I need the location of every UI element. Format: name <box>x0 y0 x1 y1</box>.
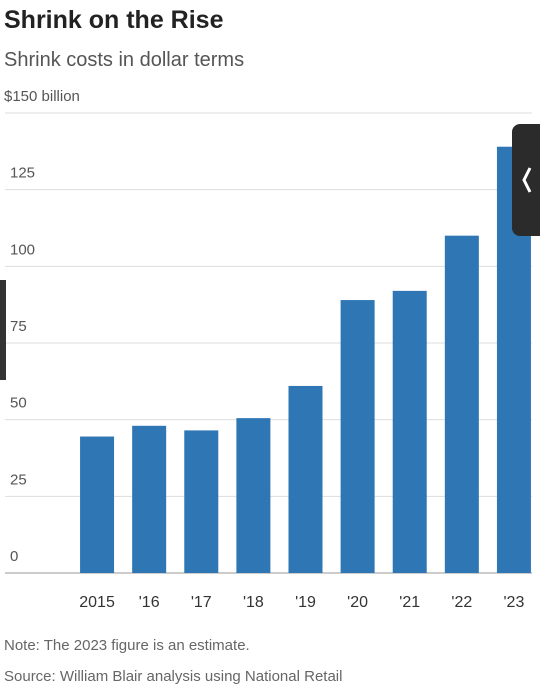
chevron-icon <box>522 167 532 193</box>
side-tab <box>0 280 6 380</box>
y-tick-label: 0 <box>10 548 18 565</box>
bar <box>236 418 271 573</box>
x-tick-label: '23 <box>504 594 525 611</box>
plot-area: 0 25 50 75 100 125 $150 billion 2015 '16 '17 '18 '1… <box>4 88 532 611</box>
source: Source: William Blair analysis using Nat… <box>4 668 342 685</box>
y-tick-label: 125 <box>10 165 35 182</box>
x-tick-label: '19 <box>295 594 316 611</box>
x-tick-label: '16 <box>139 594 160 611</box>
y-tick-label: 75 <box>10 318 27 335</box>
chart-title: Shrink on the Rise <box>4 6 224 34</box>
y-tick-label: 25 <box>10 471 27 488</box>
x-tick-label: 2015 <box>79 594 115 611</box>
bar <box>288 385 323 573</box>
bar <box>392 290 427 573</box>
x-tick-label: '20 <box>347 594 368 611</box>
bar <box>80 436 115 573</box>
x-tick-label: '22 <box>451 594 472 611</box>
collapse-tab[interactable] <box>512 124 540 236</box>
x-tick-label: '21 <box>399 594 420 611</box>
x-tick-label: '18 <box>243 594 264 611</box>
note: Note: The 2023 figure is an estimate. <box>4 637 250 654</box>
bar <box>444 235 479 573</box>
bar <box>132 425 167 573</box>
y-tick-label: $150 billion <box>4 88 80 105</box>
bar <box>340 300 375 573</box>
x-tick-label: '17 <box>191 594 212 611</box>
y-tick-label: 100 <box>10 241 35 258</box>
bar <box>184 430 219 573</box>
y-tick-label: 50 <box>10 395 27 412</box>
chart-subtitle: Shrink costs in dollar terms <box>4 49 244 71</box>
